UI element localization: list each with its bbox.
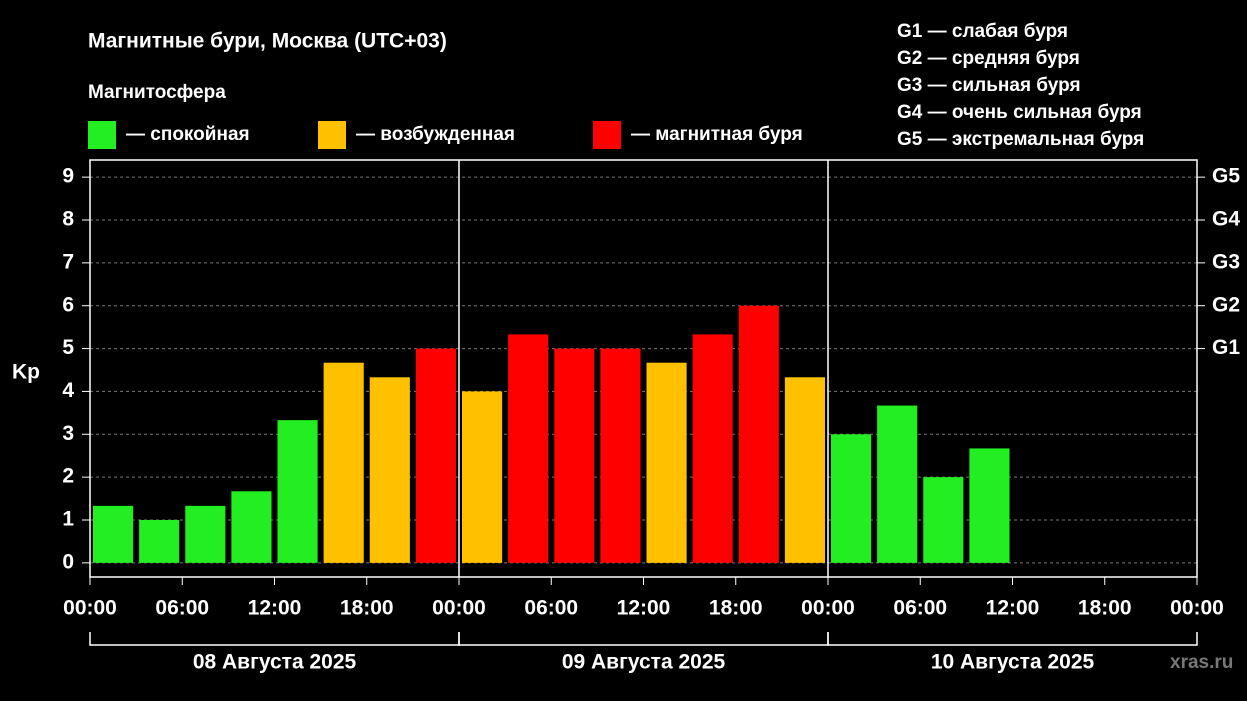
bar bbox=[738, 305, 779, 563]
storm-scale-label: G1 — слабая буря bbox=[897, 21, 1068, 42]
x-tick-label: 00:00 bbox=[1170, 597, 1224, 620]
day-bracket bbox=[458, 632, 829, 646]
legend-label: — возбужденная bbox=[356, 124, 515, 145]
bar bbox=[877, 405, 918, 563]
y-axis-label: Kp bbox=[12, 361, 40, 384]
y-tick-label: 1 bbox=[62, 508, 74, 531]
y-tick-label: 6 bbox=[62, 293, 74, 316]
legend-title: Магнитосфера bbox=[88, 82, 226, 103]
bar bbox=[831, 434, 872, 563]
y-tick-label: 9 bbox=[62, 165, 74, 188]
storm-scale-label: G5 — экстремальная буря bbox=[897, 129, 1144, 150]
bar bbox=[692, 334, 733, 563]
y-tick-label: 0 bbox=[62, 550, 74, 573]
bar bbox=[139, 520, 180, 563]
bar bbox=[784, 377, 825, 563]
legend-label: — спокойная bbox=[126, 124, 250, 145]
bar bbox=[93, 505, 134, 563]
x-tick-label: 06:00 bbox=[155, 597, 209, 620]
storm-scale-label: G4 — очень сильная буря bbox=[897, 102, 1142, 123]
x-tick-label: 18:00 bbox=[1078, 597, 1132, 620]
x-tick-label: 06:00 bbox=[893, 597, 947, 620]
bar bbox=[600, 348, 641, 563]
x-tick-label: 18:00 bbox=[709, 597, 763, 620]
day-label: 08 Августа 2025 bbox=[193, 651, 357, 674]
x-tick-label: 06:00 bbox=[524, 597, 578, 620]
bar bbox=[646, 362, 687, 563]
y-tick-label: 2 bbox=[62, 465, 74, 488]
y-tick-label: 4 bbox=[62, 379, 74, 402]
legend-swatch bbox=[88, 121, 116, 149]
y2-tick-label: G1 bbox=[1212, 336, 1240, 359]
day-label: 10 Августа 2025 bbox=[931, 651, 1095, 674]
y-tick-label: 5 bbox=[62, 336, 74, 359]
y2-tick-label: G3 bbox=[1212, 250, 1240, 273]
x-tick-label: 12:00 bbox=[617, 597, 671, 620]
bar bbox=[277, 420, 318, 563]
bar bbox=[462, 391, 503, 563]
x-tick-label: 12:00 bbox=[248, 597, 302, 620]
bar bbox=[554, 348, 595, 563]
y-tick-label: 7 bbox=[62, 250, 74, 273]
storm-scale-label: G2 — средняя буря bbox=[897, 48, 1080, 69]
plot-frame bbox=[89, 159, 1198, 578]
watermark: xras.ru bbox=[1170, 652, 1233, 673]
legend-label: — магнитная буря bbox=[631, 124, 803, 145]
bar bbox=[969, 448, 1010, 563]
y2-tick-label: G2 bbox=[1212, 293, 1240, 316]
bar bbox=[369, 377, 410, 563]
x-tick-label: 00:00 bbox=[63, 597, 117, 620]
day-label: 09 Августа 2025 bbox=[562, 651, 726, 674]
bar bbox=[923, 477, 964, 563]
y2-tick-label: G4 bbox=[1212, 208, 1240, 231]
bar bbox=[508, 334, 549, 563]
y-tick-label: 8 bbox=[62, 208, 74, 231]
storm-scale-label: G3 — сильная буря bbox=[897, 75, 1081, 96]
bar bbox=[323, 362, 364, 563]
bar bbox=[185, 505, 226, 563]
legend-swatch bbox=[318, 121, 346, 149]
legend-swatch bbox=[593, 121, 621, 149]
y-tick-label: 3 bbox=[62, 422, 74, 445]
day-bracket bbox=[827, 632, 1198, 646]
chart-title: Магнитные бури, Москва (UTC+03) bbox=[88, 30, 447, 53]
x-tick-label: 12:00 bbox=[986, 597, 1040, 620]
x-tick-label: 00:00 bbox=[801, 597, 855, 620]
bar bbox=[415, 348, 456, 563]
x-tick-label: 00:00 bbox=[432, 597, 486, 620]
bar bbox=[231, 491, 272, 563]
day-bracket bbox=[89, 632, 460, 646]
x-tick-label: 18:00 bbox=[340, 597, 394, 620]
y2-tick-label: G5 bbox=[1212, 165, 1240, 188]
